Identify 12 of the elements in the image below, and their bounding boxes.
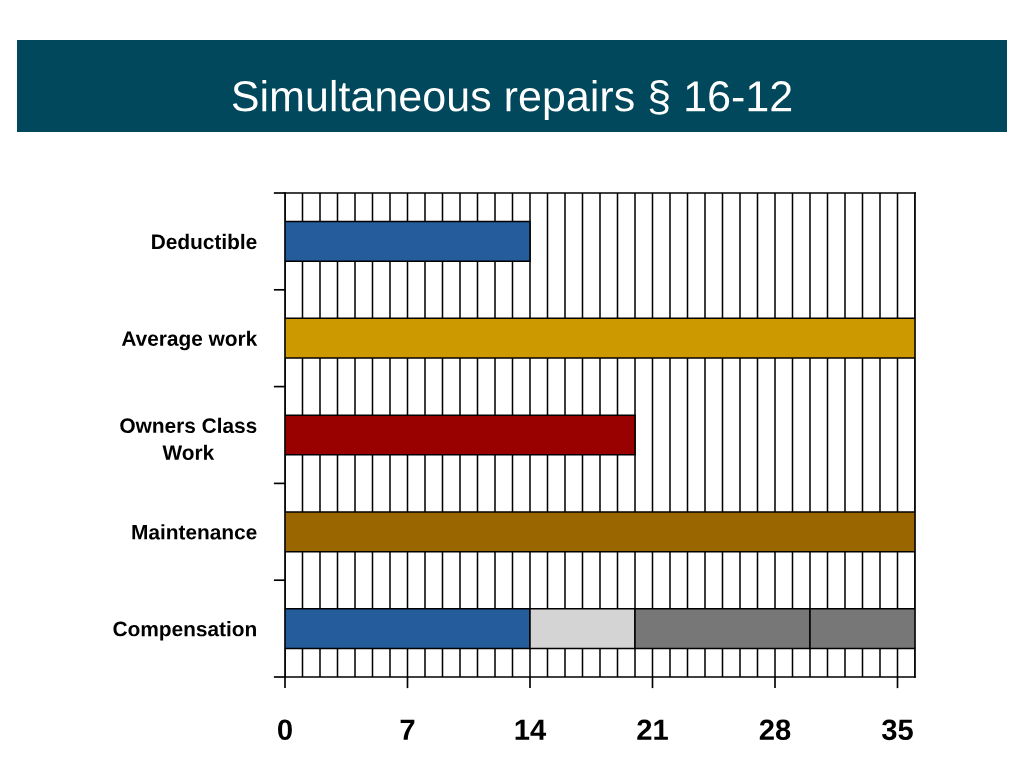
x-tick-label: 35 [881, 719, 913, 741]
y-tick-label: Owners Class Work [120, 417, 257, 461]
y-tick-label: Deductible [152, 233, 257, 250]
x-tick-label: 21 [637, 719, 668, 740]
y-tick-label: Compensation [113, 621, 256, 641]
y-tick-label: Average work [121, 330, 258, 351]
y-tick-label: Maintenance [132, 524, 257, 540]
x-tick-label: 28 [759, 719, 791, 741]
x-tick-label: 7 [400, 719, 415, 740]
x-tick-label: 14 [515, 719, 547, 740]
chart-title: Simultaneous repairs § 16-12 [232, 79, 792, 121]
x-tick-label: 0 [278, 719, 292, 741]
